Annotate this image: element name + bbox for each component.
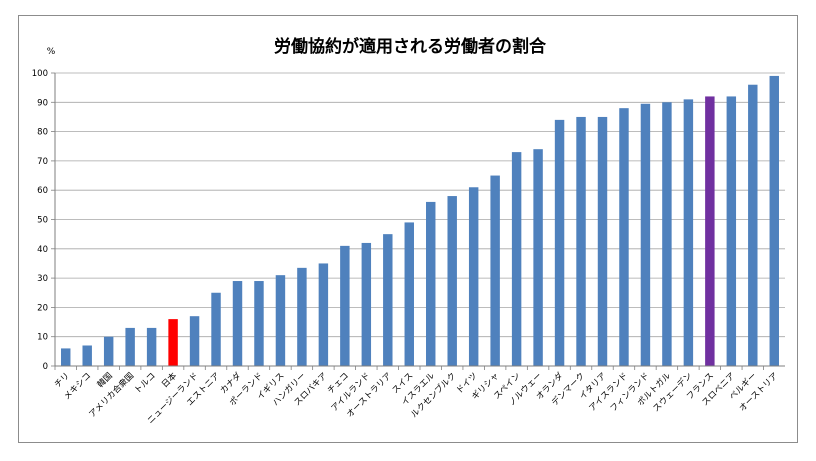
bar — [383, 234, 393, 366]
bar — [619, 108, 629, 366]
y-tick-label: 30 — [37, 274, 48, 284]
bar — [146, 327, 157, 366]
bar — [254, 281, 264, 366]
bar — [125, 327, 135, 366]
y-tick-label: 0 — [43, 362, 48, 372]
chart-frame: 労働協約が適用される労働者の割合 % 0 10 20 30 40 50 60 70 80 90 10… — [18, 15, 798, 443]
bar — [511, 152, 522, 366]
bar — [340, 245, 350, 366]
bar — [748, 84, 758, 366]
bar — [533, 149, 543, 366]
bar — [297, 267, 307, 366]
bar — [576, 116, 586, 366]
y-tick-label: 50 — [37, 216, 48, 226]
bar — [103, 336, 114, 366]
y-tick-label: 10 — [37, 333, 48, 343]
y-tick-label: 90 — [37, 98, 48, 108]
bar — [426, 201, 436, 366]
bar — [447, 196, 457, 366]
bar — [404, 222, 414, 366]
y-axis-unit-label: % — [47, 47, 56, 57]
bar — [189, 316, 200, 366]
bar — [61, 348, 71, 366]
bar — [490, 175, 500, 366]
bar — [211, 292, 221, 366]
bar — [82, 345, 92, 366]
bar — [705, 96, 715, 366]
bar — [726, 96, 737, 366]
bar — [168, 319, 178, 366]
bar-chart: 労働協約が適用される労働者の割合 % 0 10 20 30 40 50 60 70 80 90 10… — [32, 36, 785, 426]
bar — [597, 116, 608, 366]
y-tick-label: 60 — [37, 186, 48, 196]
bar — [318, 263, 329, 366]
bar — [683, 99, 694, 367]
bar — [640, 103, 651, 366]
y-tick-label: 70 — [37, 157, 48, 167]
bar — [554, 119, 565, 366]
bar — [468, 187, 479, 366]
bars — [54, 75, 779, 370]
chart-title: 労働協約が適用される労働者の割合 — [274, 36, 547, 57]
bar — [275, 275, 286, 366]
bar — [662, 102, 672, 367]
x-category-label: トルコ — [133, 371, 158, 396]
bar — [769, 75, 779, 367]
y-tick-label: 20 — [37, 303, 48, 313]
y-tick-label: 40 — [37, 245, 48, 255]
y-tick-label: 80 — [37, 128, 48, 138]
bar — [232, 281, 243, 366]
bar — [361, 242, 372, 366]
y-tick-label: 100 — [32, 69, 48, 79]
y-axis-tick-labels: 0 10 20 30 40 50 60 70 80 90 100 — [32, 69, 48, 372]
gridlines — [51, 72, 785, 367]
